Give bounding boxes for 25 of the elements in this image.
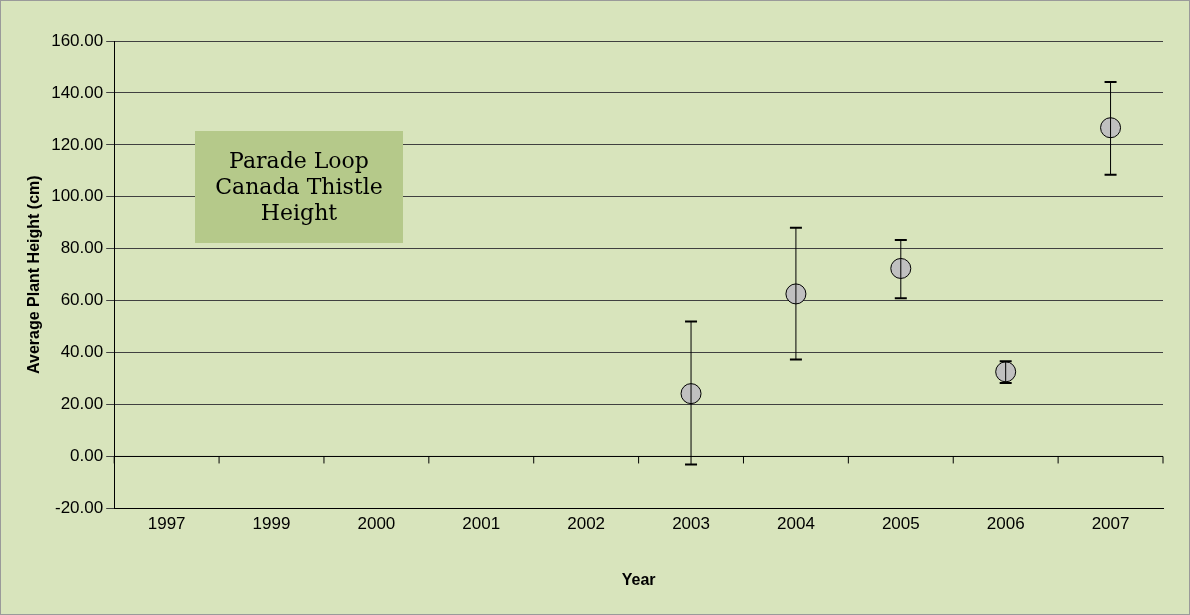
y-tick-label: 20.00 — [60, 394, 104, 414]
y-tick-label: 160.00 — [51, 30, 104, 50]
y-axis-title: Average Plant Height (cm) — [25, 175, 43, 374]
x-tick-label: 2003 — [672, 514, 710, 534]
y-tick-label: 60.00 — [60, 290, 104, 310]
x-axis-title: Year — [621, 570, 656, 588]
x-tick-label: 2000 — [357, 514, 396, 534]
point — [1100, 117, 1122, 139]
text: Parade Loop Canada Thistle Height — [195, 131, 403, 243]
x-tick-label: 1999 — [252, 514, 291, 534]
x-tick-label: 2006 — [986, 514, 1025, 534]
y-tick-label: 0.00 — [70, 446, 104, 466]
y-tick-label: 80.00 — [60, 238, 104, 258]
x-tick-label: 2007 — [1091, 514, 1130, 534]
y-tick-label: 140.00 — [51, 82, 104, 102]
y-tick-label: -20.00 — [54, 498, 104, 518]
x-tick-label: 2001 — [462, 514, 501, 534]
x-tick-label: 2004 — [777, 514, 815, 534]
x-tick-label: 2005 — [881, 514, 920, 534]
y-tick-label: 120.00 — [51, 134, 104, 154]
x-tick-label: 1997 — [147, 514, 186, 534]
x-tick-label: 2002 — [567, 514, 606, 534]
point — [890, 257, 912, 279]
y-tick-label: 40.00 — [60, 342, 104, 362]
y-tick-label: 100.00 — [51, 186, 104, 206]
